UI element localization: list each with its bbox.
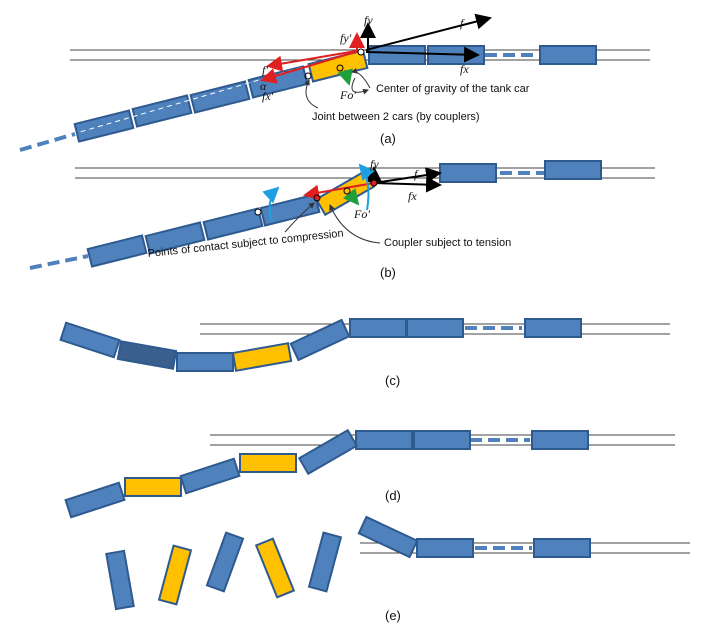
rail-car [406, 318, 464, 338]
caption-b: (b) [380, 265, 396, 280]
rail-car [349, 318, 407, 338]
rail-car [144, 221, 206, 255]
caption-a: (a) [380, 131, 396, 146]
rail-car [524, 318, 582, 338]
rail-car [131, 94, 193, 128]
rail-car [176, 352, 234, 372]
force-fo-prime: Fo' [339, 88, 356, 102]
rail-car [289, 318, 351, 362]
rail-car [205, 531, 245, 593]
rail-car [307, 531, 343, 593]
caption-d: (d) [385, 488, 401, 503]
force-fx-b: fx [408, 189, 417, 203]
tank-car [254, 537, 296, 599]
rail-car [413, 430, 471, 450]
tank-car [157, 544, 193, 606]
angle-alpha: α [260, 79, 267, 93]
caption-e: (e) [385, 608, 401, 623]
force-fy: fy [364, 13, 373, 27]
rail-car [357, 515, 419, 559]
tank-car [124, 477, 182, 497]
force-fy-prime: fy' [340, 31, 352, 45]
rail-car [439, 163, 497, 183]
caption-c: (c) [385, 373, 400, 388]
tank-car [239, 453, 297, 473]
force-f-b: f [414, 167, 419, 181]
rail-car [368, 45, 426, 65]
rail-car [259, 193, 321, 227]
rail-car [86, 234, 148, 268]
rail-car [416, 538, 474, 558]
rail-car [531, 430, 589, 450]
rail-car [73, 109, 135, 143]
rail-car [105, 549, 135, 611]
rail-car [116, 340, 178, 370]
tank-car [231, 342, 293, 372]
cg-label: Center of gravity of the tank car [376, 83, 530, 95]
tension-label: Coupler subject to tension [384, 237, 511, 249]
force-f: f [460, 16, 465, 30]
rail-car [202, 207, 264, 241]
rail-cars [19, 45, 602, 611]
rail-car [533, 538, 591, 558]
rail-car [297, 428, 359, 476]
rail-car [179, 457, 241, 495]
rail-car [189, 80, 251, 114]
rail-car [539, 45, 597, 65]
force-fx: fx [460, 62, 469, 76]
rail-car [247, 65, 309, 99]
force-f-prime: f' [262, 63, 268, 77]
force-fo-prime-b: Fo' [353, 207, 370, 221]
force-fx-prime: fx' [262, 89, 274, 103]
rail-car [544, 160, 602, 180]
dashed-train-continuation [19, 132, 76, 152]
panel-a-forces: f fx fy fy' fx' f' α Fo' Center of gravi… [260, 13, 530, 146]
rail-car [64, 481, 126, 519]
joint-label: Joint between 2 cars (by couplers) [312, 111, 480, 123]
force-fy-b: fy [370, 157, 379, 171]
dashed-train-continuation [29, 254, 89, 270]
rail-car [355, 430, 413, 450]
rail-car [59, 321, 121, 359]
